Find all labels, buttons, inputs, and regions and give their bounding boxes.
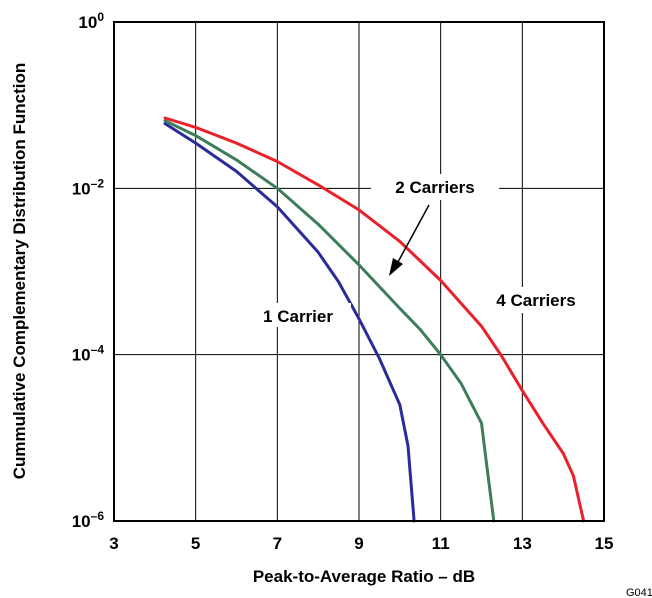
x-tick-label: 7 bbox=[273, 534, 282, 553]
plot-area-frame bbox=[113, 21, 605, 522]
series-line-1-carrier bbox=[163, 122, 416, 523]
x-tick-label: 13 bbox=[513, 534, 532, 553]
annotation-4-carriers: 4 Carriers bbox=[496, 291, 575, 310]
x-axis-title: Peak-to-Average Ratio – dB bbox=[253, 567, 475, 586]
y-tick-labels: 100 10–2 10–4 10–6 bbox=[72, 10, 105, 531]
x-tick-label: 9 bbox=[354, 534, 363, 553]
grid-lines bbox=[113, 21, 605, 522]
y-tick-label: 10–6 bbox=[72, 509, 105, 531]
data-series bbox=[163, 116, 586, 523]
annotation-1-carrier: 1 Carrier bbox=[263, 307, 333, 326]
y-axis-title: Cummulative Complementary Distribution F… bbox=[10, 63, 29, 480]
x-tick-label: 3 bbox=[109, 534, 118, 553]
x-tick-label: 15 bbox=[595, 534, 614, 553]
figure-code: G041 bbox=[626, 587, 652, 598]
annotation-2-carriers-arrowhead bbox=[389, 258, 403, 276]
y-tick-label: 100 bbox=[78, 10, 104, 32]
series-line-4-carriers bbox=[163, 116, 586, 523]
y-tick-label: 10–2 bbox=[72, 176, 105, 198]
y-tick-label: 10–4 bbox=[72, 343, 105, 365]
x-tick-labels: 3 5 7 9 11 13 15 bbox=[109, 534, 613, 553]
x-tick-label: 5 bbox=[191, 534, 200, 553]
series-line-2-carriers bbox=[163, 119, 496, 523]
annotation-4-carriers-bg bbox=[482, 287, 592, 313]
x-tick-label: 11 bbox=[432, 534, 450, 553]
annotation-1-carrier-bg bbox=[247, 303, 351, 327]
annotation-2-carriers: 2 Carriers bbox=[395, 178, 474, 197]
annotation-2-carriers-arrow bbox=[397, 204, 430, 263]
annotation-2-carriers-bg bbox=[371, 174, 499, 200]
